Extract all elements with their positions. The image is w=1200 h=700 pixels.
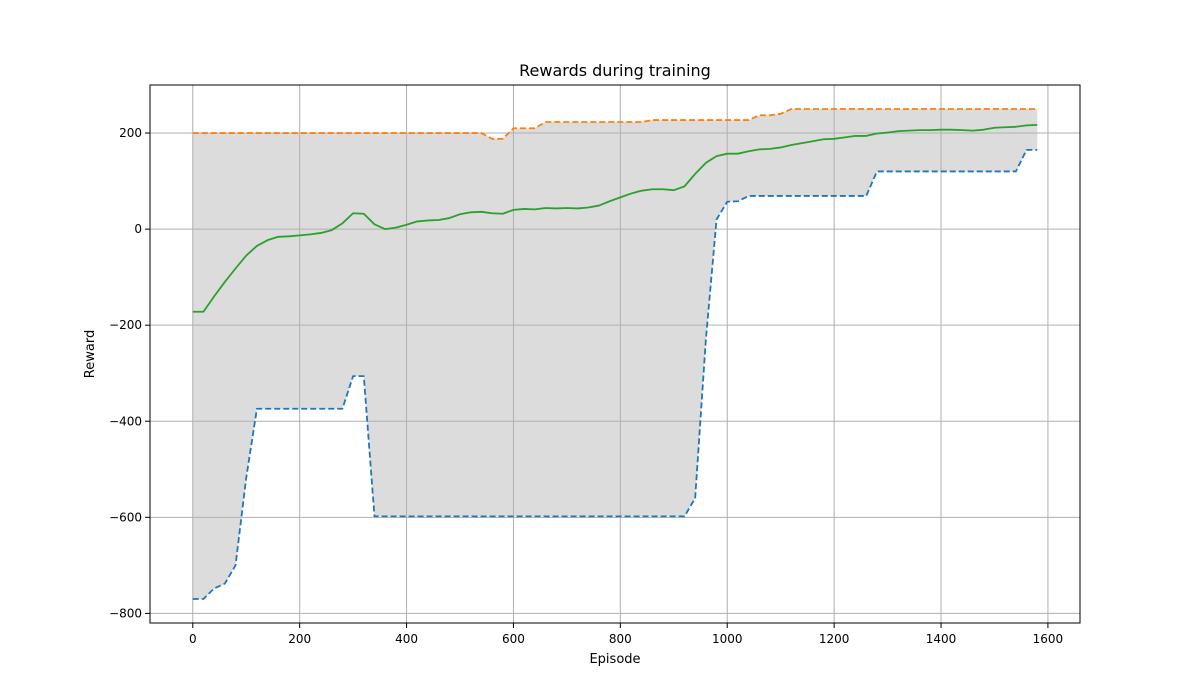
mean-reward-line: [192, 123, 1038, 313]
y-axis-label: Reward: [83, 330, 98, 378]
y-tick-label: −800: [109, 606, 142, 620]
x-tick-label: 1400: [926, 632, 957, 646]
max-reward-line: [192, 108, 1038, 140]
range-fill-band: [192, 109, 1038, 599]
y-tick-label: −200: [109, 318, 142, 332]
min-reward-line: [192, 148, 1038, 600]
y-tick-label: 0: [134, 222, 142, 236]
x-tick-label: 800: [609, 632, 632, 646]
y-tick-label: 200: [119, 126, 142, 140]
chart-title: Rewards during training: [519, 61, 711, 80]
x-tick-label: 1000: [712, 632, 743, 646]
x-tick-label: 400: [395, 632, 418, 646]
x-tick-label: 1200: [819, 632, 850, 646]
x-tick-label: 1600: [1033, 632, 1064, 646]
x-tick-label: 600: [502, 632, 525, 646]
x-axis-label: Episode: [589, 652, 640, 667]
x-tick-label: 200: [288, 632, 311, 646]
y-tick-label: −600: [109, 510, 142, 524]
y-tick-label: −400: [109, 414, 142, 428]
x-tick-label: 0: [189, 632, 197, 646]
plot-frame: [149, 84, 1081, 624]
